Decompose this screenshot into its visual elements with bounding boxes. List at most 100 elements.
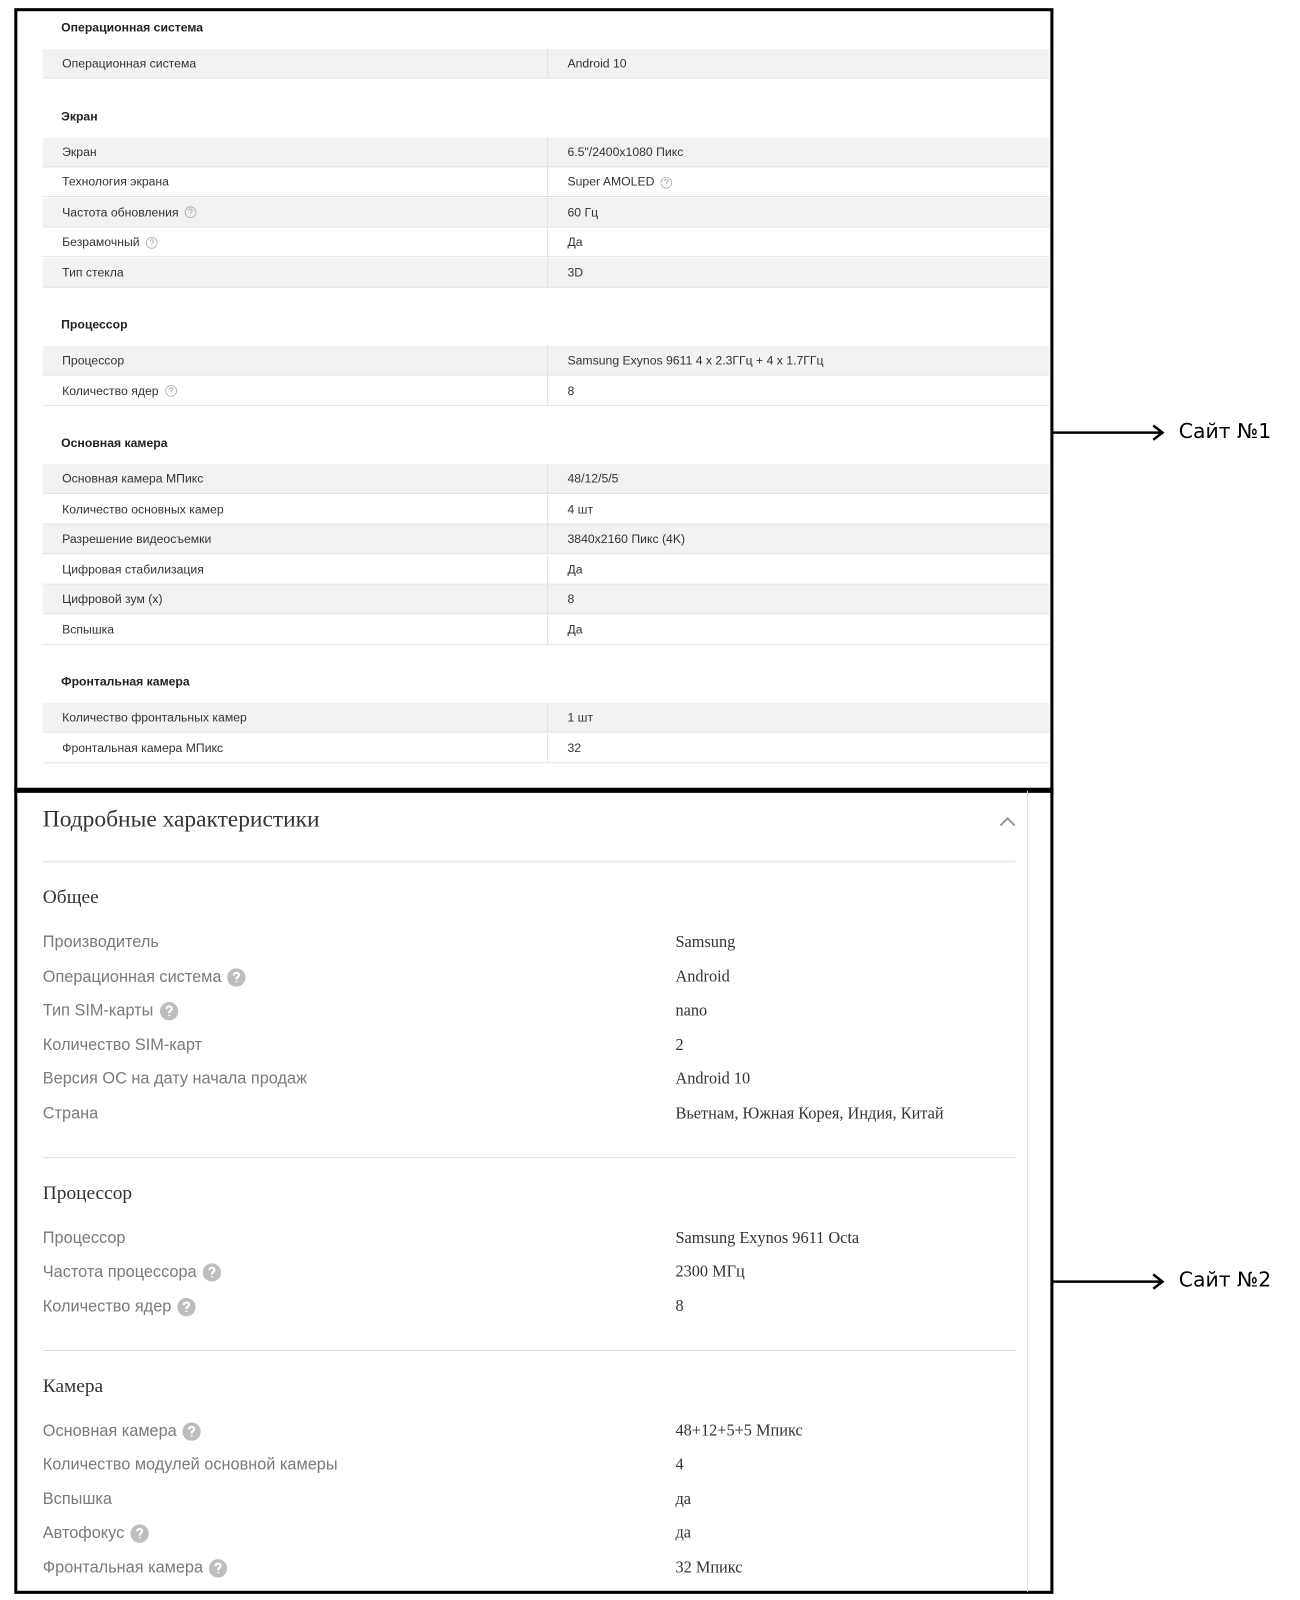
- divider: [42, 1349, 1016, 1351]
- column-divider: [547, 584, 549, 614]
- spec-row: Вспышка Да: [42, 614, 1050, 645]
- help-icon[interactable]: [146, 236, 158, 249]
- spec-label: Частота обновления: [62, 205, 197, 219]
- spec-value: 32 Мпикс: [675, 1558, 743, 1577]
- spec-label: Операционная система: [62, 56, 197, 71]
- spec-value: 3D: [567, 264, 584, 280]
- column-divider: [547, 197, 549, 227]
- spec-row: Основная камера МПикс 48/12/5/5: [42, 464, 1050, 494]
- spec-label: Вспышка: [42, 1490, 112, 1508]
- column-divider: [547, 494, 549, 523]
- column-divider: [547, 48, 549, 78]
- spec-label: Частота процессора: [43, 1263, 222, 1282]
- help-icon[interactable]: [184, 206, 197, 219]
- spec-value: Android 10: [567, 56, 627, 71]
- column-divider: [547, 524, 549, 554]
- help-icon[interactable]: [202, 1263, 222, 1282]
- section-title: Общее: [42, 886, 99, 909]
- section-title: Экран: [61, 108, 98, 123]
- spec-row: Количество ядер 8: [42, 376, 1050, 406]
- section-title: Камера: [42, 1374, 104, 1397]
- spec-label: Количество фронтальных камер: [62, 710, 247, 725]
- spec-label: Автофокус: [43, 1524, 149, 1543]
- spec-value: да: [675, 1524, 692, 1542]
- spec-label: Цифровая стабилизация: [62, 561, 204, 577]
- spec-label: Версия ОС на дату начала продаж: [42, 1070, 307, 1088]
- column-divider: [547, 464, 549, 493]
- help-icon[interactable]: [159, 1002, 178, 1021]
- spec-label: Тип стекла: [62, 264, 124, 280]
- spec-label: Экран: [62, 144, 97, 159]
- spec-label: Количество SIM-карт: [42, 1036, 202, 1054]
- help-icon[interactable]: [164, 385, 177, 397]
- column-divider: [547, 554, 549, 584]
- divider: [42, 861, 1016, 863]
- spec-value: да: [675, 1490, 692, 1508]
- spec-label: Основная камера: [43, 1421, 202, 1441]
- spec-value: 48/12/5/5: [567, 471, 619, 486]
- spec-value: 32: [567, 740, 582, 755]
- spec-value: Android: [675, 967, 730, 986]
- help-icon[interactable]: [660, 176, 673, 189]
- spec-value: nano: [675, 1002, 708, 1020]
- panel-title: Подробные характеристики: [42, 806, 320, 832]
- spec-row: Цифровая стабилизация Да: [42, 554, 1050, 585]
- collapse-chevron[interactable]: [996, 810, 1018, 832]
- site-2-frame: [14, 787, 1054, 1594]
- spec-value: Samsung Exynos 9611 Octa: [675, 1229, 860, 1247]
- spec-label: Операционная система: [43, 967, 246, 987]
- spec-label: Количество ядер: [43, 1297, 196, 1316]
- column-divider: [547, 733, 549, 762]
- spec-row: Количество основных камер 4 шт: [42, 494, 1050, 524]
- help-icon[interactable]: [227, 967, 246, 987]
- help-icon[interactable]: [182, 1421, 202, 1441]
- spec-value: 48+12+5+5 Мпикс: [675, 1421, 803, 1440]
- spec-label: Количество модулей основной камеры: [42, 1456, 338, 1474]
- spec-value: Вьетнам, Южная Корея, Индия, Китай: [675, 1104, 944, 1122]
- section-title: Операционная система: [61, 20, 204, 35]
- spec-value: Да: [567, 234, 583, 249]
- spec-label: Вспышка: [62, 621, 115, 637]
- spec-row: Процессор Samsung Exynos 9611 4 x 2.3ГГц …: [42, 345, 1050, 376]
- site-1-frame: [14, 8, 1054, 793]
- annotation: Сайт №2: [1178, 1267, 1272, 1292]
- spec-label: Количество ядер: [62, 383, 177, 397]
- spec-value: Super AMOLED: [567, 174, 673, 189]
- help-icon[interactable]: [177, 1297, 196, 1316]
- spec-value: Да: [567, 621, 583, 637]
- spec-value: 1 шт: [567, 710, 594, 725]
- spec-row: Тип стекла 3D: [42, 257, 1050, 288]
- spec-row: Цифровой зум (x) 8: [42, 584, 1050, 615]
- site-2-panel-edge: [1026, 790, 1028, 1592]
- spec-label: Тип SIM-карты: [43, 1002, 178, 1021]
- spec-value: 8: [675, 1297, 684, 1315]
- spec-label: Безрамочный: [62, 235, 158, 249]
- column-divider: [547, 614, 549, 644]
- spec-row: Безрамочный Да: [42, 227, 1050, 258]
- spec-row: Операционная система Android 10: [42, 48, 1050, 79]
- spec-label: Процессор: [42, 1229, 126, 1247]
- section-title: Процессор: [42, 1182, 133, 1204]
- column-divider: [547, 703, 549, 732]
- arrow-1: [1051, 424, 1165, 441]
- spec-value: 6.5"/2400x1080 Пикс: [567, 144, 684, 159]
- spec-label: Цифровой зум (x): [62, 591, 163, 607]
- spec-row: Экран 6.5"/2400x1080 Пикс: [42, 137, 1050, 167]
- spec-value: 2: [675, 1036, 684, 1054]
- help-icon[interactable]: [209, 1558, 228, 1578]
- column-divider: [547, 227, 549, 257]
- column-divider: [547, 257, 549, 287]
- help-icon[interactable]: [130, 1524, 149, 1543]
- column-divider: [547, 137, 549, 166]
- divider: [42, 1156, 1016, 1158]
- spec-label: Страна: [42, 1104, 99, 1122]
- spec-label: Количество основных камер: [62, 501, 224, 516]
- spec-label: Технология экрана: [62, 174, 169, 189]
- spec-value: 60 Гц: [567, 204, 599, 219]
- spec-value: Samsung: [675, 933, 736, 952]
- column-divider: [547, 345, 549, 375]
- spec-value: Да: [567, 561, 583, 577]
- section-title: Основная камера: [61, 435, 168, 450]
